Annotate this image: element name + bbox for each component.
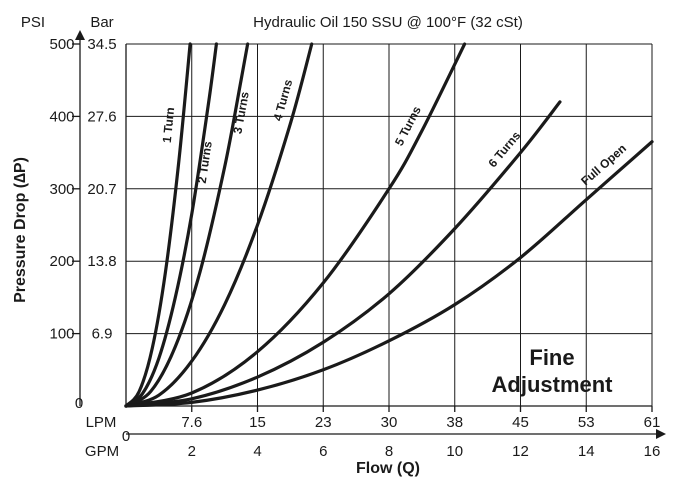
- y-tick-label-psi: 200: [49, 253, 74, 270]
- annotation-adjustment: Adjustment: [492, 372, 614, 397]
- x-tick-label-lpm: 30: [381, 414, 398, 431]
- x-tick-label-lpm: 15: [249, 414, 266, 431]
- y-tick-label-bar: 20.7: [87, 181, 116, 198]
- x-unit-gpm: GPM: [85, 443, 119, 460]
- curve-5: [124, 42, 467, 408]
- x-unit-lpm: LPM: [86, 414, 117, 431]
- x-origin-label: 0: [122, 428, 130, 445]
- grid: [72, 43, 653, 412]
- x-tick-label-lpm: 53: [578, 414, 595, 431]
- curve-1: [124, 42, 192, 408]
- x-tick-label-gpm: 4: [253, 443, 261, 460]
- x-tick-label-lpm: 38: [446, 414, 463, 431]
- chart-title: Hydraulic Oil 150 SSU @ 100°F (32 cSt): [253, 14, 523, 31]
- curve-label-1: 1 Turn: [160, 107, 177, 144]
- curves: [124, 42, 654, 408]
- x-tick-label-gpm: 10: [446, 443, 463, 460]
- y-tick-label-bar: 34.5: [87, 36, 116, 53]
- curve-3: [124, 42, 250, 408]
- y-tick-label-psi: 400: [49, 108, 74, 125]
- x-tick-label-lpm: 23: [315, 414, 332, 431]
- curve-label-2: 2 Turns: [195, 140, 215, 184]
- x-tick-label-gpm: 8: [385, 443, 393, 460]
- curve-7: [124, 140, 654, 408]
- curve-4: [124, 42, 314, 408]
- axes: [75, 30, 666, 439]
- curve-label-6: 6 Turns: [485, 128, 523, 170]
- x-tick-label-lpm: 61: [644, 414, 661, 431]
- curve-label-3: 3 Turns: [230, 90, 251, 135]
- y-unit-bar: Bar: [90, 14, 113, 31]
- x-tick-label-gpm: 2: [188, 443, 196, 460]
- y-tick-label-bar: 6.9: [92, 326, 113, 343]
- y-tick-label-bar: 13.8: [87, 253, 116, 270]
- x-tick-label-lpm: 45: [512, 414, 529, 431]
- x-tick-label-gpm: 12: [512, 443, 529, 460]
- y-unit-psi: PSI: [21, 14, 45, 31]
- y-tick-label-psi: 100: [49, 326, 74, 343]
- annotation-fine: Fine: [529, 345, 574, 370]
- y-axis-title: Pressure Drop (∆P): [12, 157, 29, 303]
- curve-6: [124, 100, 562, 408]
- curve-2: [124, 42, 219, 408]
- x-tick-label-gpm: 16: [644, 443, 661, 460]
- y-tick-label-psi: 500: [49, 36, 74, 53]
- y-tick-label-bar: 27.6: [87, 108, 116, 125]
- x-tick-label-gpm: 14: [578, 443, 595, 460]
- x-axis-title: Flow (Q): [356, 460, 420, 477]
- y-origin-label: 0: [75, 395, 83, 412]
- x-tick-label-gpm: 6: [319, 443, 327, 460]
- x-tick-label-lpm: 7.6: [181, 414, 202, 431]
- curve-label-5: 5 Turns: [392, 104, 424, 148]
- y-tick-label-psi: 300: [49, 181, 74, 198]
